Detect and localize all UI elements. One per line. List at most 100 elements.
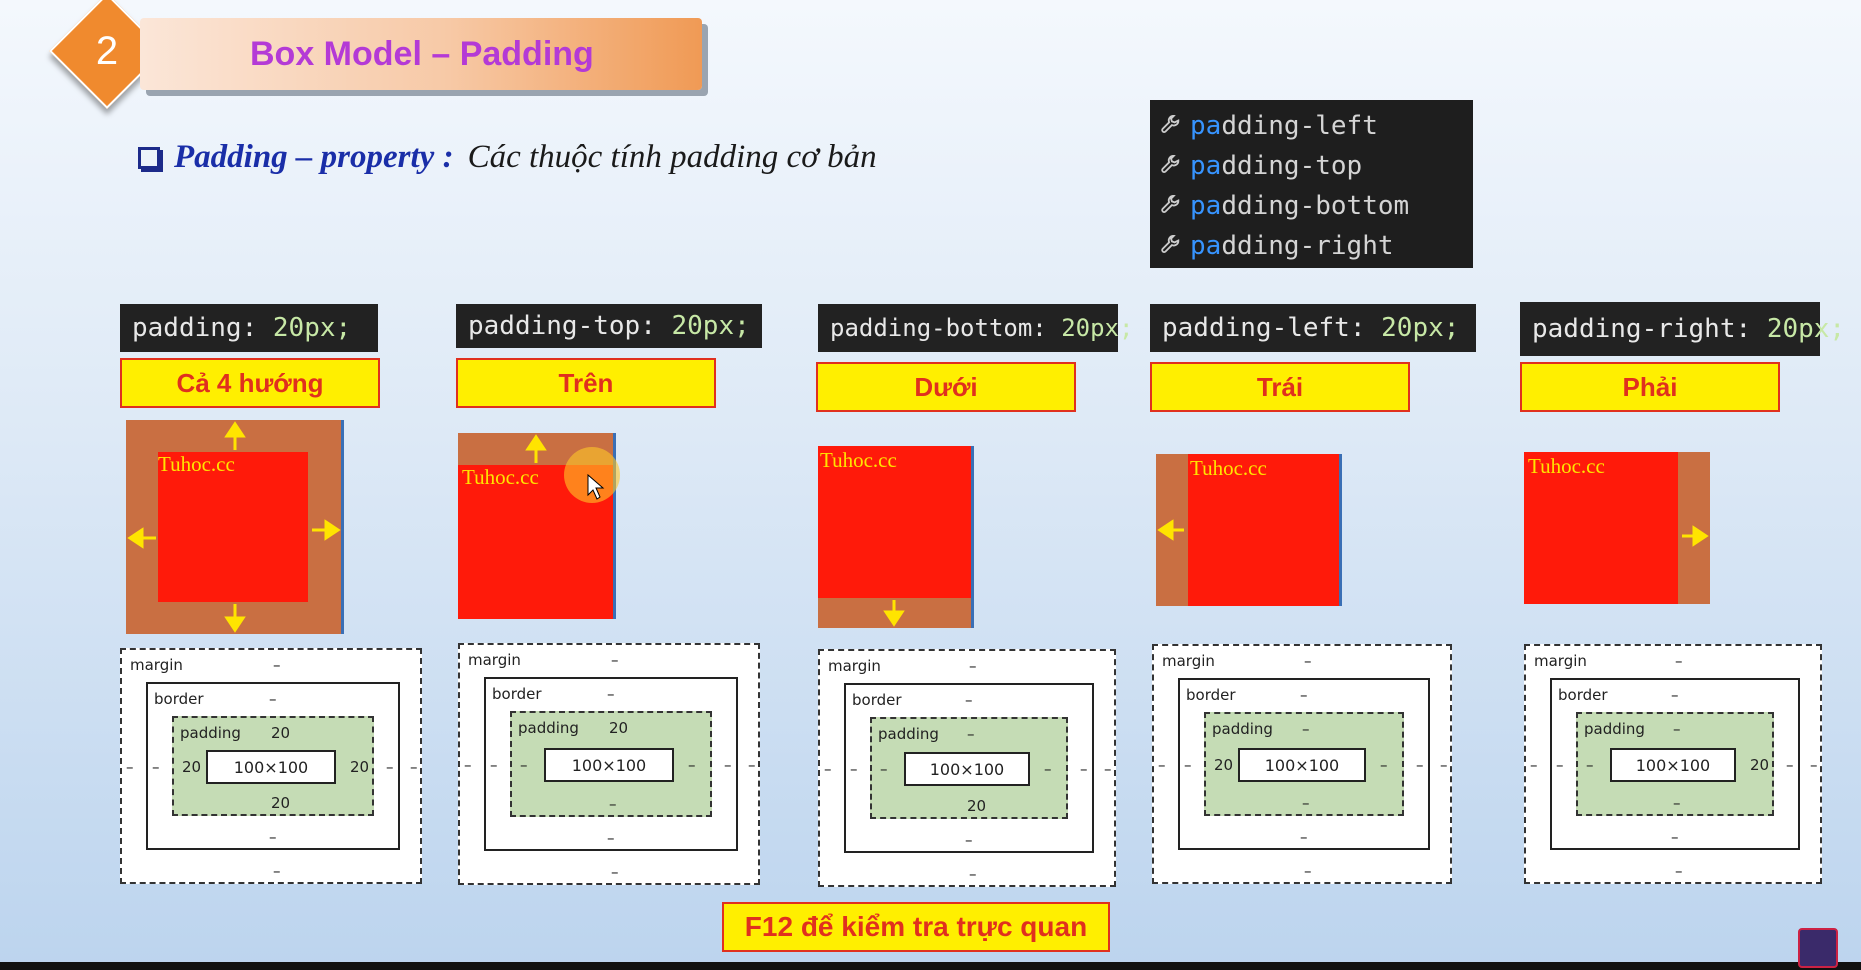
margin-right-value: – bbox=[410, 758, 418, 776]
code-snippet-padding-right: padding-right: 20px; bbox=[1520, 302, 1845, 356]
border-top-value: – bbox=[1300, 686, 1308, 704]
padding-left-value: – bbox=[880, 760, 888, 778]
border-label: border bbox=[852, 691, 902, 709]
border-bottom-value: – bbox=[965, 831, 973, 849]
border-top-value: – bbox=[965, 691, 973, 709]
margin-bottom-value: – bbox=[1304, 862, 1312, 880]
border-box: border – – – – padding 20 – – – 100×100 bbox=[484, 677, 738, 851]
padding-box: padding 20 – – – 100×100 bbox=[510, 711, 712, 817]
border-bottom-value: – bbox=[1671, 828, 1679, 846]
border-right-value: – bbox=[1786, 756, 1794, 774]
code-value: 20px; bbox=[671, 311, 750, 341]
footer-label: F12 để kiểm tra trực quan bbox=[722, 902, 1110, 952]
content-box: 100×100 bbox=[1238, 748, 1366, 782]
code-property: padding-left bbox=[1162, 313, 1350, 343]
border-bottom-value: – bbox=[1300, 828, 1308, 846]
bottom-bar bbox=[0, 962, 1861, 970]
margin-left-value: – bbox=[126, 758, 134, 776]
demo-text: Tuhoc.cc bbox=[462, 465, 539, 489]
margin-top-value: – bbox=[969, 657, 977, 675]
border-left-value: – bbox=[152, 758, 160, 776]
border-box: border – – – – padding – – 20 – 100×100 bbox=[1178, 678, 1430, 850]
demo-content bbox=[1188, 454, 1339, 606]
page-title: Box Model – Padding bbox=[250, 34, 594, 73]
border-left-value: – bbox=[490, 756, 498, 774]
checkbox-bullet-icon bbox=[138, 147, 160, 169]
margin-right-value: – bbox=[1810, 756, 1818, 774]
padding-right-value: 20 bbox=[350, 758, 370, 776]
margin-label: margin bbox=[468, 651, 521, 669]
margin-top-value: – bbox=[273, 656, 281, 674]
mouse-pointer-icon bbox=[587, 473, 605, 500]
arrow-icons bbox=[1682, 525, 1709, 547]
cursor-highlight bbox=[564, 447, 620, 503]
border-label: border bbox=[154, 690, 204, 708]
margin-label: margin bbox=[828, 657, 881, 675]
margin-bottom-value: – bbox=[273, 862, 281, 880]
padding-label: padding bbox=[180, 724, 241, 742]
label-all-sides: Cả 4 hướng bbox=[120, 358, 380, 408]
box-model-diagram: margin – – – – border – – – – padding – … bbox=[818, 649, 1116, 887]
padding-right-value: – bbox=[1380, 756, 1388, 774]
content-box: 100×100 bbox=[904, 752, 1030, 786]
autocomplete-item[interactable]: padding-left bbox=[1160, 106, 1473, 146]
padding-left-value: 20 bbox=[182, 758, 202, 776]
border-label: border bbox=[492, 685, 542, 703]
padding-box: padding 20 20 20 20 100×100 bbox=[172, 716, 374, 816]
border-bottom-value: – bbox=[607, 829, 615, 847]
subtitle: Padding – property : Các thuộc tính padd… bbox=[138, 135, 877, 179]
code-property: padding-right bbox=[1532, 314, 1736, 344]
autocomplete-item[interactable]: padding-bottom bbox=[1160, 186, 1473, 226]
label-right: Phải bbox=[1520, 362, 1780, 412]
autocomplete-item[interactable]: padding-right bbox=[1160, 226, 1473, 266]
padding-left-value: – bbox=[1586, 756, 1594, 774]
autocomplete-rest: dding-right bbox=[1221, 231, 1394, 261]
border-bottom-value: – bbox=[269, 828, 277, 846]
code-value: 20px; bbox=[1381, 313, 1460, 343]
autocomplete-match: pa bbox=[1190, 231, 1222, 261]
autocomplete-list: padding-left padding-top padding-bottom … bbox=[1150, 100, 1473, 268]
padding-label: padding bbox=[1584, 720, 1645, 738]
padding-bottom-value: – bbox=[609, 795, 617, 813]
margin-top-value: – bbox=[611, 651, 619, 669]
padding-bottom-value: – bbox=[1302, 794, 1310, 812]
code-value: 20px; bbox=[272, 313, 352, 343]
margin-top-value: – bbox=[1675, 652, 1683, 670]
code-snippet-padding: padding: 20px; bbox=[120, 304, 378, 352]
margin-label: margin bbox=[1534, 652, 1587, 670]
padding-left-value: – bbox=[520, 756, 528, 774]
padding-box: padding – 20 – – 100×100 bbox=[870, 717, 1068, 819]
label-left: Trái bbox=[1150, 362, 1410, 412]
subtitle-rest: Các thuộc tính padding cơ bản bbox=[467, 138, 877, 175]
autocomplete-match: pa bbox=[1190, 151, 1222, 181]
padding-top-value: 20 bbox=[271, 724, 291, 742]
content-box: 100×100 bbox=[206, 750, 336, 784]
section-number: 2 bbox=[95, 28, 119, 73]
autocomplete-rest: dding-bottom bbox=[1221, 191, 1410, 221]
autocomplete-item[interactable]: padding-top bbox=[1160, 146, 1473, 186]
padding-left-value: 20 bbox=[1214, 756, 1234, 774]
autocomplete-match: pa bbox=[1190, 191, 1222, 221]
padding-bottom-value: 20 bbox=[967, 797, 987, 815]
padding-bottom-value: 20 bbox=[271, 794, 291, 812]
demo-text: Tuhoc.cc bbox=[1528, 454, 1605, 478]
margin-bottom-value: – bbox=[1675, 862, 1683, 880]
padding-right-value: – bbox=[688, 756, 696, 774]
padding-box: padding – – 20 – 100×100 bbox=[1204, 712, 1404, 816]
box-model-diagram: margin – – – – border – – – – padding – … bbox=[1152, 644, 1452, 884]
margin-bottom-value: – bbox=[969, 865, 977, 883]
demo-box-padding-right: Tuhoc.cc bbox=[1524, 452, 1710, 604]
demo-content bbox=[158, 452, 308, 602]
padding-label: padding bbox=[1212, 720, 1273, 738]
padding-right-value: 20 bbox=[1750, 756, 1770, 774]
border-box: border – – – – padding – 20 – – 100×100 bbox=[844, 683, 1094, 853]
code-snippet-padding-bottom: padding-bottom: 20px; bbox=[818, 304, 1133, 352]
code-property: padding-bottom bbox=[830, 314, 1033, 342]
padding-right-value: – bbox=[1044, 760, 1052, 778]
border-left-value: – bbox=[850, 760, 858, 778]
margin-label: margin bbox=[130, 656, 183, 674]
title-bar: Box Model – Padding bbox=[140, 18, 702, 90]
demo-box-padding-all: Tuhoc.cc bbox=[126, 420, 344, 634]
margin-left-value: – bbox=[824, 760, 832, 778]
channel-logo bbox=[1798, 928, 1838, 968]
